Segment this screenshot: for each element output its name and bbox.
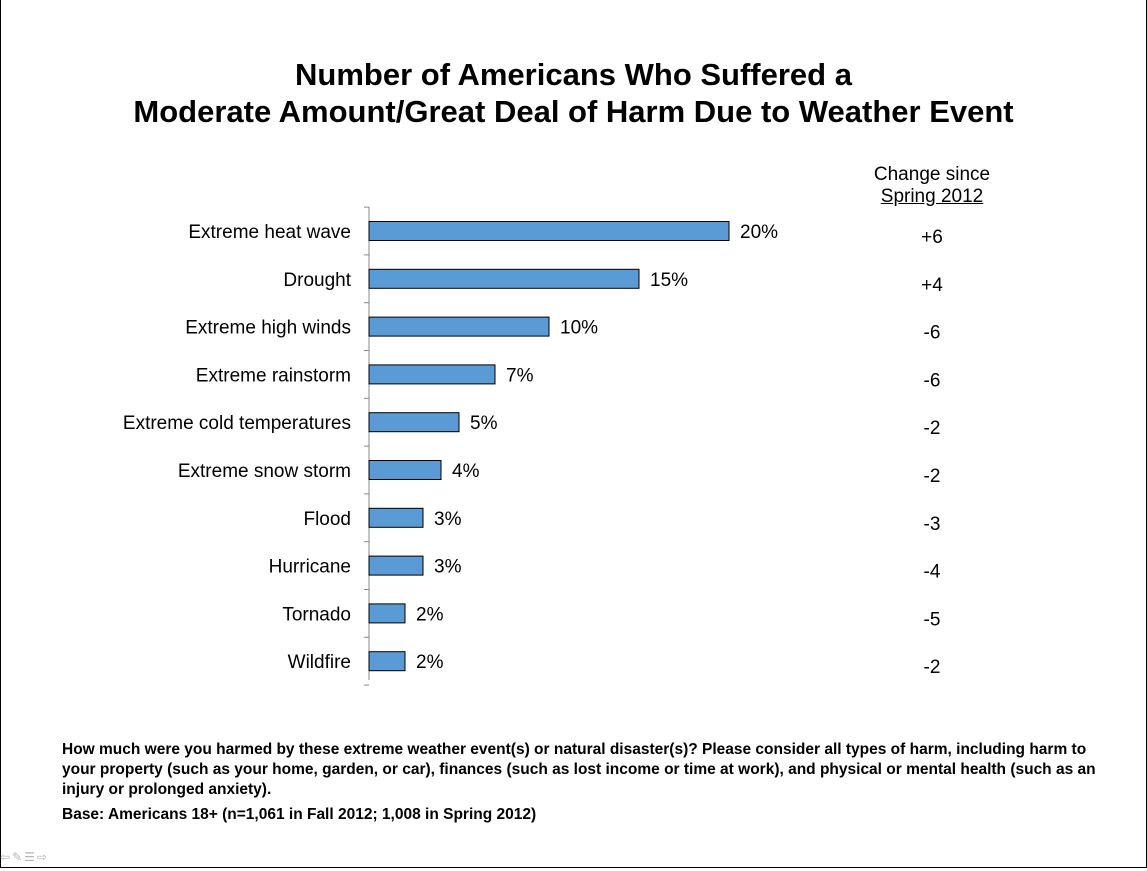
category-label: Extreme snow storm — [178, 461, 351, 482]
change-value: -6 — [924, 323, 941, 344]
bar — [368, 316, 550, 337]
category-label: Wildfire — [288, 652, 351, 673]
survey-question-note: How much were you harmed by these extrem… — [62, 741, 1096, 798]
category-label: Extreme heat wave — [188, 222, 351, 243]
bar — [368, 221, 730, 241]
bar — [368, 555, 424, 576]
slide-nav-controls: ⇦ ✎ ☰ ⇨ — [0, 850, 47, 864]
forward-arrow-icon[interactable]: ⇨ — [36, 850, 47, 864]
category-label: Extreme cold temperatures — [123, 413, 351, 434]
change-value: -2 — [924, 657, 941, 678]
bar-value-label: 5% — [470, 413, 498, 434]
sample-base-note: Base: Americans 18+ (n=1,061 in Fall 201… — [62, 806, 537, 823]
bar-value-label: 3% — [434, 557, 462, 578]
bar-value-label: 10% — [560, 318, 598, 339]
change-column-header: Change since Spring 2012 — [828, 164, 1036, 208]
bar-value-label: 4% — [452, 461, 480, 482]
bar — [368, 412, 460, 433]
change-value: -6 — [924, 370, 941, 391]
bar — [368, 268, 640, 289]
bar-value-label: 2% — [416, 604, 444, 625]
change-value: -2 — [924, 466, 941, 487]
change-header-line-2: Spring 2012 — [880, 186, 984, 207]
bar — [368, 507, 424, 528]
chart-title-line-1: Number of Americans Who Suffered a — [295, 57, 852, 92]
change-value: +4 — [921, 275, 943, 296]
change-value: +6 — [921, 227, 943, 248]
back-arrow-icon[interactable]: ⇦ — [0, 850, 11, 864]
bar-value-label: 7% — [506, 365, 534, 386]
change-value: -4 — [924, 562, 941, 583]
chart-title-line-2: Moderate Amount/Great Deal of Harm Due t… — [133, 94, 1014, 129]
bar-value-label: 20% — [740, 222, 778, 243]
category-label: Drought — [283, 270, 351, 291]
bar — [368, 460, 442, 480]
category-label: Hurricane — [269, 557, 351, 578]
menu-icon[interactable]: ☰ — [24, 850, 35, 864]
category-label: Tornado — [282, 604, 351, 625]
chart-title: Number of Americans Who Suffered a Moder… — [0, 56, 1147, 130]
category-label: Flood — [303, 509, 351, 530]
change-value: -2 — [924, 418, 941, 439]
change-header-line-1: Change since — [873, 164, 991, 185]
bar-value-label: 2% — [416, 652, 444, 673]
bar-chart: Extreme heat wave 20% +6 Drought 15% +4 Extrem… — [123, 206, 943, 686]
bar — [368, 364, 496, 385]
change-value: -5 — [924, 609, 941, 630]
change-value: -3 — [924, 514, 941, 535]
category-label: Extreme rainstorm — [196, 365, 351, 386]
bar-value-label: 3% — [434, 509, 462, 530]
bar — [368, 603, 406, 624]
bar-value-label: 15% — [650, 270, 688, 291]
pencil-icon[interactable]: ✎ — [12, 850, 23, 864]
bar — [368, 651, 406, 672]
category-label: Extreme high winds — [185, 318, 351, 339]
